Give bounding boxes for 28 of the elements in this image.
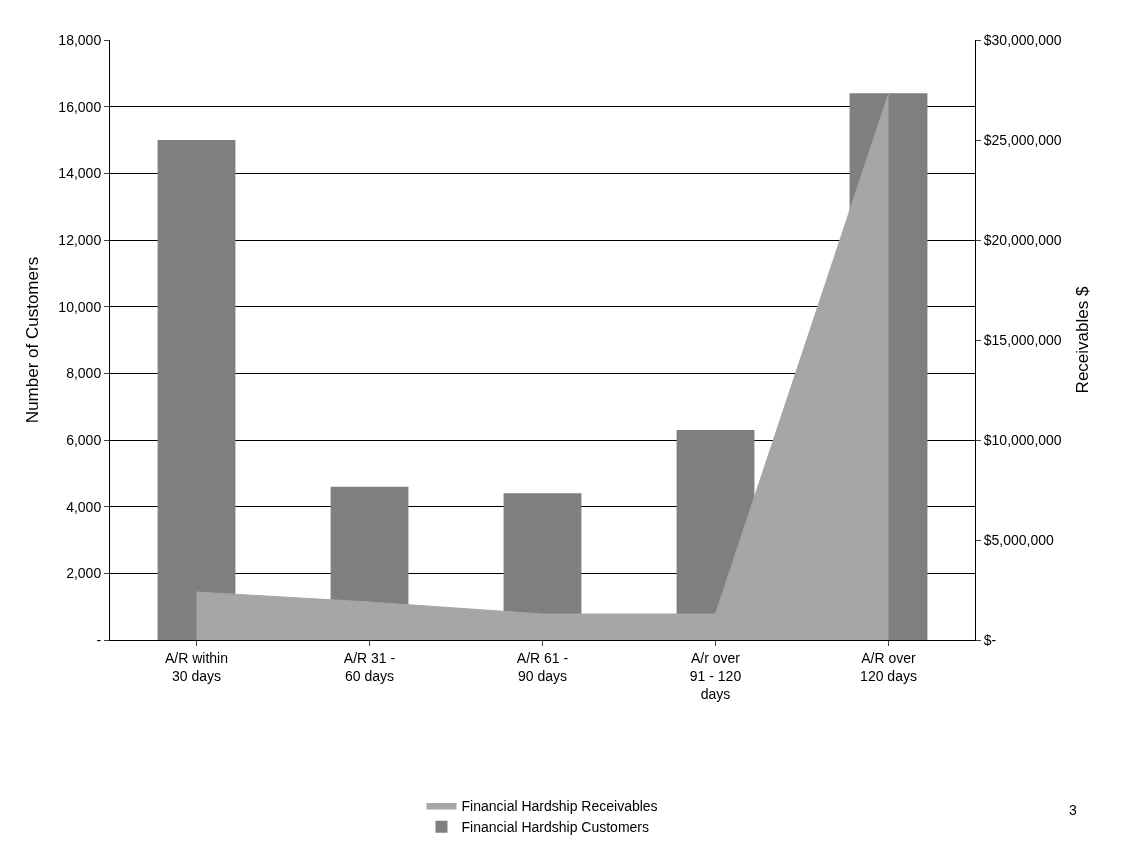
y2-tick-label: $30,000,000 xyxy=(983,31,1062,48)
y2-tick-label: $10,000,000 xyxy=(983,431,1062,448)
y2-axis-title: Receivables $ xyxy=(1073,286,1093,394)
y-tick-label: 12,000 xyxy=(58,231,102,248)
y-tick-label: 4,000 xyxy=(66,498,102,515)
y2-tick-label: $15,000,000 xyxy=(983,331,1062,348)
y2-tick-label: $5,000,000 xyxy=(983,531,1055,548)
y-tick-label: 6,000 xyxy=(66,431,102,448)
bar xyxy=(157,140,236,640)
y-tick-label: 2,000 xyxy=(66,565,102,582)
y2-tick-label: $20,000,000 xyxy=(983,231,1062,248)
y-tick-label: 10,000 xyxy=(58,298,102,315)
legend-label: Financial Hardship Receivables xyxy=(461,798,658,815)
y-tick-label: 14,000 xyxy=(58,165,102,182)
x-tick-label: A/R 61 - 90 days xyxy=(516,649,569,684)
y2-tick-label: $25,000,000 xyxy=(983,131,1062,148)
y-axis-title: Number of Customers xyxy=(22,256,42,424)
x-tick-label: A/R within 30 days xyxy=(164,649,229,684)
y-tick-label: 8,000 xyxy=(66,365,102,382)
y-tick-label: - xyxy=(96,631,102,648)
x-tick-label: A/R 31 - 60 days xyxy=(343,649,396,684)
text: 3 xyxy=(1069,802,1077,818)
legend-label: Financial Hardship Customers xyxy=(461,819,650,836)
x-tick-label: A/r over 91 - 120 days xyxy=(689,649,742,703)
y2-tick-label: $- xyxy=(983,631,997,648)
y-tick-label: 16,000 xyxy=(58,98,102,115)
y-tick-label: 18,000 xyxy=(58,31,102,48)
x-tick-label: A/R over 120 days xyxy=(860,649,917,684)
